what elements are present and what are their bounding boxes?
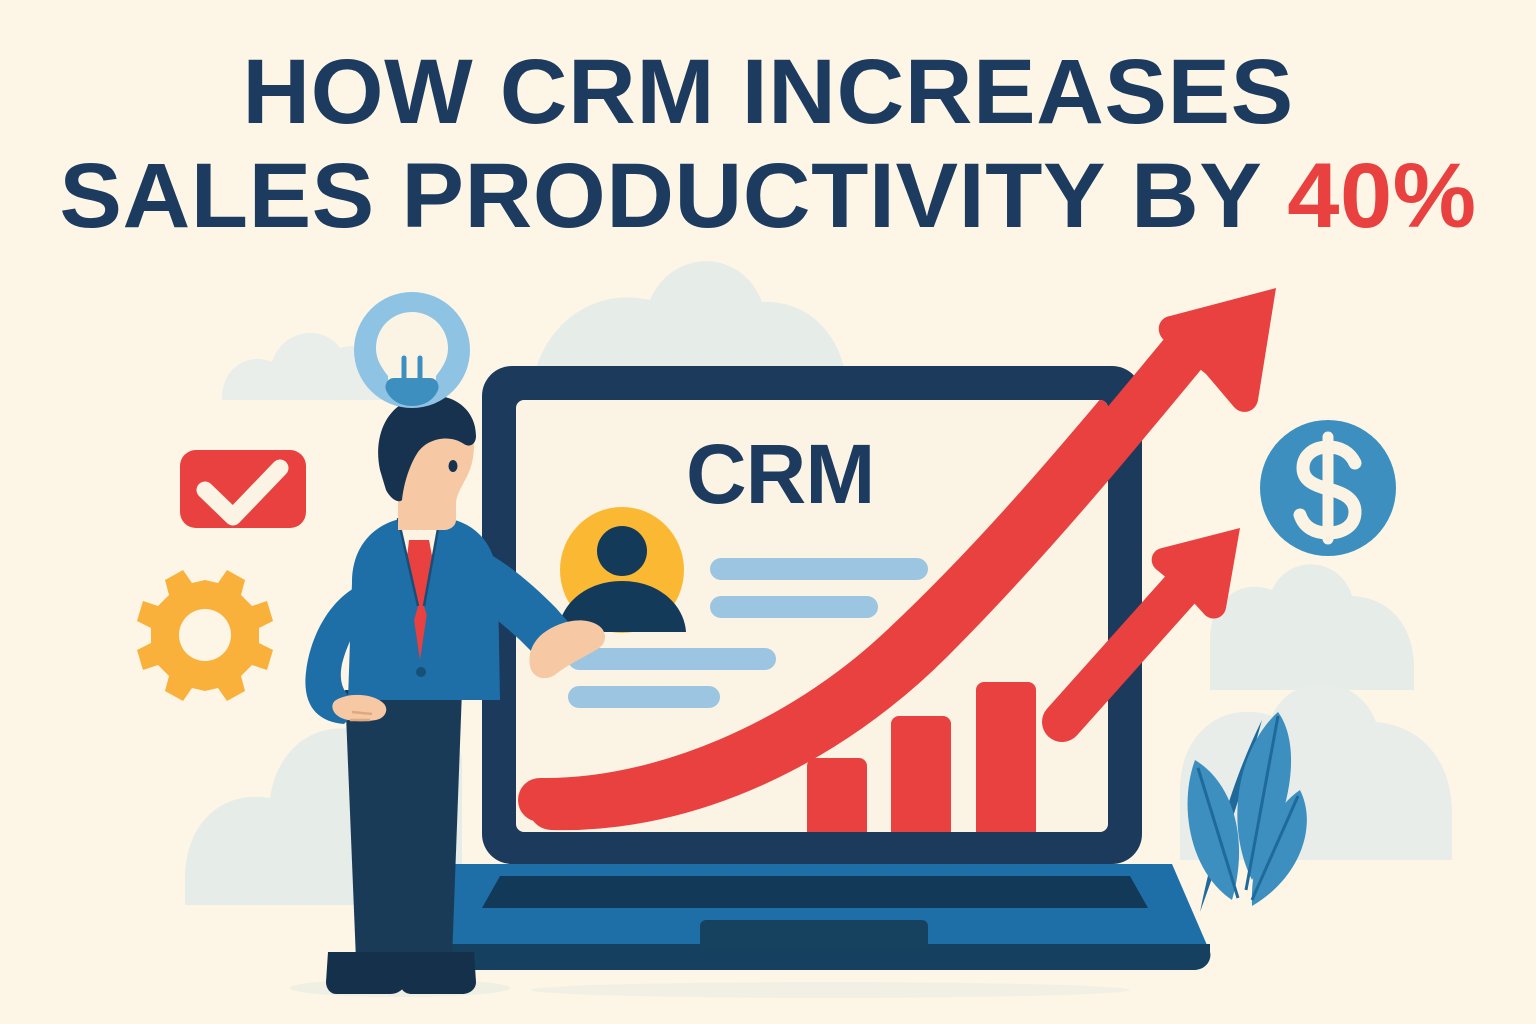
plant-decoration bbox=[1187, 712, 1307, 912]
leg-front bbox=[396, 690, 462, 960]
arm-hip bbox=[305, 586, 376, 724]
avatar[interactable] bbox=[558, 507, 686, 633]
laptop-screen-region[interactable] bbox=[482, 366, 1142, 864]
laptop-trackpad bbox=[700, 920, 928, 950]
gear-hole bbox=[179, 609, 231, 661]
shoe-front bbox=[400, 952, 476, 994]
laptop-base-edge bbox=[413, 944, 1211, 970]
lightbulb-glass bbox=[376, 312, 448, 388]
primary-growth-arrow bbox=[528, 288, 1276, 831]
shadow-laptop bbox=[530, 982, 1130, 998]
placeholder-bar-4 bbox=[568, 686, 720, 708]
placeholder-bar-1 bbox=[710, 558, 928, 580]
laptop-keyboard bbox=[482, 876, 1148, 908]
leg-back bbox=[345, 690, 412, 960]
screen-placeholder-bars bbox=[568, 558, 928, 708]
jacket-button bbox=[416, 667, 426, 677]
lapel-left bbox=[362, 518, 418, 700]
dollar-coin-icon[interactable] bbox=[1260, 420, 1396, 556]
check-glyph bbox=[196, 459, 289, 526]
lightbulb-base bbox=[385, 378, 439, 406]
avatar-head bbox=[597, 526, 647, 576]
bar-3 bbox=[976, 682, 1036, 832]
bar-chart bbox=[807, 682, 1036, 832]
secondary-growth-arrow bbox=[1042, 528, 1240, 742]
bar-2 bbox=[891, 716, 951, 832]
avatar-body bbox=[558, 581, 686, 632]
hand-hip bbox=[332, 694, 387, 722]
gear-icon[interactable] bbox=[137, 570, 273, 701]
placeholder-bar-2 bbox=[710, 596, 878, 618]
check-icon[interactable] bbox=[180, 450, 306, 528]
hair bbox=[378, 395, 476, 502]
dollar-glyph bbox=[1293, 440, 1362, 540]
cloud-right-upper bbox=[1210, 564, 1414, 690]
eye bbox=[448, 460, 458, 472]
businessman bbox=[305, 395, 605, 994]
hand-pointing bbox=[529, 620, 605, 679]
shoe-back bbox=[326, 952, 406, 994]
cloud-top-left bbox=[222, 332, 388, 400]
laptop[interactable] bbox=[413, 366, 1211, 970]
tie bbox=[406, 540, 434, 660]
placeholder-bar-3 bbox=[568, 648, 776, 670]
bar-1 bbox=[807, 758, 867, 832]
lightbulb-icon-region[interactable] bbox=[152, 290, 272, 410]
lightbulb-icon[interactable] bbox=[354, 292, 470, 408]
